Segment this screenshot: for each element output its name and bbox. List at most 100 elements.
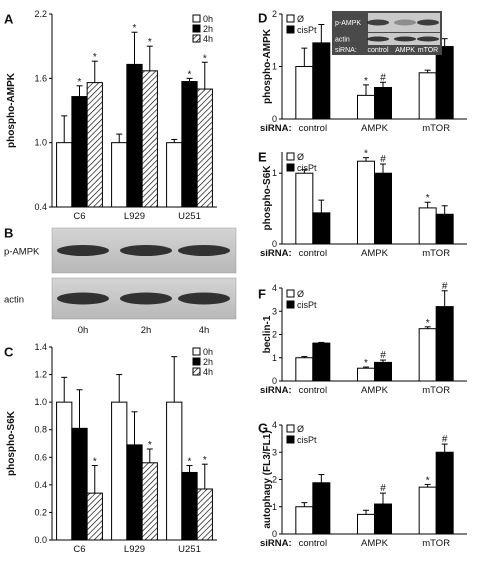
category-label: mTOR: [422, 123, 450, 134]
category-label: L929: [124, 544, 145, 555]
x-axis-label: siRNA:: [260, 385, 292, 396]
y-tick-label: 0: [272, 529, 277, 539]
blot-panel-B: Bp-AMPK actin 0h 2h 4h: [4, 226, 237, 336]
inset-band: [367, 36, 389, 42]
legend-swatch: [192, 347, 201, 356]
inset-lane-label: control: [367, 47, 388, 54]
blot-row-label: actin: [4, 295, 24, 306]
category-label: C6: [73, 211, 85, 222]
significance-hash: #: [380, 350, 386, 361]
significance-star: *: [93, 457, 97, 468]
significance-star: *: [364, 76, 368, 87]
y-axis-label: beclin-1: [262, 315, 273, 353]
significance-star: *: [426, 475, 430, 486]
significance-star: *: [93, 52, 97, 63]
bar-black-AMPK: [374, 503, 392, 535]
legend-entry: 0h: [203, 347, 213, 357]
bar-white-AMPK: [357, 160, 375, 245]
blot-row-label: p-AMPK: [4, 247, 40, 258]
legend-entry: Ø: [297, 289, 304, 299]
legend-entry: Ø: [297, 152, 304, 162]
legend-swatch: [286, 163, 295, 172]
bar-white-mTOR: [418, 328, 437, 382]
category-label: AMPK: [361, 248, 389, 259]
bar-white-L929: [111, 142, 128, 208]
y-tick-label: 2: [272, 475, 277, 485]
legend-swatch: [192, 34, 201, 43]
y-tick-label: 1.4: [34, 342, 47, 352]
inset-band: [394, 36, 416, 42]
inset-sirna-label: siRNA:: [335, 47, 357, 54]
category-label: C6: [73, 544, 85, 555]
y-tick-label: 1: [272, 353, 277, 363]
bar-black-U251: [181, 471, 198, 541]
x-axis-label: siRNA:: [260, 248, 292, 259]
y-tick-label: 1.0: [34, 397, 47, 407]
y-tick-label: 0.0: [34, 535, 47, 545]
bar-white-AMPK: [357, 513, 375, 535]
bar-hatch-L929: [141, 70, 158, 208]
bar-white-mTOR: [418, 207, 437, 245]
legend-entry: cisPt: [297, 435, 317, 445]
y-tick-label: 0.4: [34, 202, 47, 212]
y-tick-label: 4: [272, 283, 277, 293]
inset-band: [417, 36, 439, 42]
category-label: U251: [178, 544, 201, 555]
bar-black-AMPK: [374, 87, 392, 120]
panel-letter: A: [4, 12, 14, 27]
bar-black-control: [312, 42, 331, 120]
category-label: mTOR: [422, 385, 450, 396]
inset-band: [367, 19, 389, 26]
significance-hash: #: [380, 154, 386, 165]
significance-star: *: [133, 23, 137, 34]
y-tick-label: 3: [272, 306, 277, 316]
y-tick-label: 1: [272, 502, 277, 512]
blot-band: [57, 292, 109, 305]
legend-entry: 4h: [203, 34, 213, 44]
y-tick-label: 2: [272, 9, 277, 19]
bar-white-control: [295, 506, 314, 535]
significance-star: *: [426, 193, 430, 204]
bar-black-C6: [71, 427, 88, 541]
category-label: AMPK: [361, 538, 389, 549]
significance-hash: #: [442, 434, 448, 445]
legend-swatch: [286, 424, 295, 433]
blot-inset-D: p-AMPK actin siRNA: control AMPK mTOR: [332, 11, 442, 55]
blot-band: [178, 245, 230, 256]
blot-lane-label: 0h: [78, 325, 89, 336]
panel-letter: G: [258, 421, 268, 436]
panel-letter: D: [258, 11, 267, 26]
y-tick-label: 0: [272, 239, 277, 249]
significance-star: *: [426, 318, 430, 329]
panel-letter: F: [258, 287, 266, 302]
y-axis-label: autophagy (FL3/FL1): [262, 430, 273, 528]
panel-letter: B: [4, 226, 13, 241]
category-label: mTOR: [422, 248, 450, 259]
panel-letter: E: [258, 150, 267, 165]
bar-white-mTOR: [418, 72, 437, 120]
bar-black-control: [312, 212, 331, 245]
blot-band: [120, 292, 172, 305]
category-label: U251: [178, 211, 201, 222]
y-tick-label: 0.4: [34, 480, 47, 490]
y-axis-label: phospho-S6K: [262, 165, 273, 231]
inset-band: [394, 19, 416, 26]
y-tick-label: 1.2: [34, 370, 47, 380]
y-axis-label: phospho-AMPK: [262, 28, 273, 104]
blot-band: [120, 245, 172, 256]
legend-swatch: [286, 289, 295, 298]
legend-entry: 2h: [203, 24, 213, 34]
category-label: control: [299, 538, 328, 549]
legend-entry: 0h: [203, 14, 213, 24]
panel-letter: C: [4, 345, 14, 360]
bar-white-mTOR: [418, 486, 437, 535]
bar-white-AMPK: [357, 367, 375, 382]
legend-entry: 4h: [203, 367, 213, 377]
